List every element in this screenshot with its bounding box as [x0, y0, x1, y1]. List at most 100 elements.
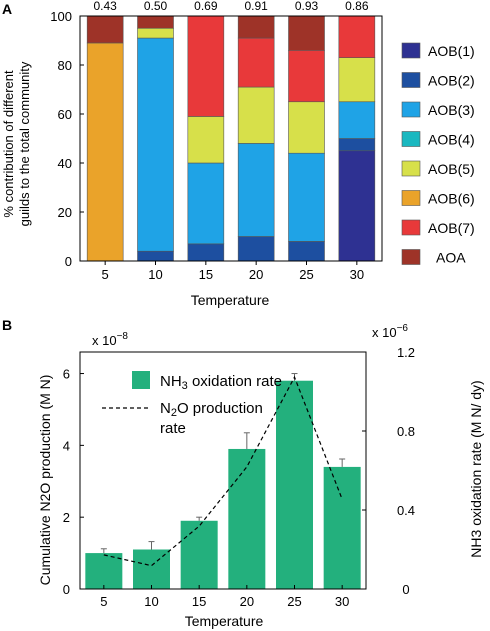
legend-label-aob1: AOB(1) [428, 43, 475, 59]
left-multiplier: x 10−8 [92, 331, 128, 348]
bar-segment-aob7-25 [288, 49, 325, 103]
bar-segment-aoa-10 [137, 15, 174, 29]
x-tick-label-15: 15 [199, 267, 213, 282]
legend-label-aob2: AOB(2) [428, 73, 475, 89]
bar-segment-aob3-20 [237, 143, 275, 237]
y-tick-label-0: 0 [65, 254, 72, 269]
bar-segment-aob3-10 [137, 37, 174, 252]
legend-label-aob5: AOB(5) [428, 161, 475, 177]
bar-segment-aob2-25 [288, 241, 325, 262]
legend-swatch-aob7 [401, 219, 421, 236]
legend-swatch-aob2 [401, 72, 421, 88]
nh3-bar-5 [85, 553, 123, 589]
panel-a-frame [79, 15, 383, 262]
x-tick-label-30: 30 [335, 594, 349, 609]
x-tick-label-20: 20 [249, 267, 263, 282]
bar-segment-aob5-10 [137, 27, 174, 39]
legend-label-aob6: AOB(6) [428, 191, 475, 207]
legend-swatch-aob3 [401, 101, 421, 118]
y-tick-label-80: 80 [58, 58, 72, 73]
top-label-30: 0.86 [345, 0, 369, 13]
panel-b-ylabel-left: Cumulative N2O production (M N) [37, 375, 53, 586]
x-tick-label-30: 30 [350, 267, 364, 282]
right-multiplier: x 10−6 [372, 323, 408, 340]
y-tick-label-0: 0 [63, 582, 70, 597]
y2-tick-label-0.8: 0.8 [397, 424, 415, 439]
top-label-10: 0.50 [144, 0, 168, 13]
nh3-bar-15 [180, 520, 218, 589]
bar-segment-aob5-25 [288, 101, 325, 154]
bar-segment-aob2-10 [137, 250, 174, 262]
legend-swatch-bar [132, 371, 150, 389]
x-tick-label-15: 15 [192, 594, 206, 609]
panel-b-xlabel: Temperature [185, 613, 264, 629]
panel-b-label: B [2, 317, 12, 333]
x-tick-label-5: 5 [102, 267, 109, 282]
nh3-bar-30 [323, 466, 361, 589]
x-tick-label-5: 5 [100, 594, 107, 609]
bar-segment-aob5-30 [338, 57, 376, 103]
bar-segment-aob3-15 [187, 162, 225, 245]
x-tick-label-10: 10 [148, 267, 162, 282]
top-label-25: 0.93 [295, 0, 319, 13]
y2-tick-label-0.4: 0.4 [397, 503, 415, 518]
y-tick-label-2: 2 [63, 510, 70, 525]
bar-segment-aob5-15 [187, 116, 225, 164]
legend-label-line: N2O production [160, 400, 263, 419]
legend-swatch-aob6 [401, 190, 421, 206]
x-tick-label-25: 25 [299, 267, 313, 282]
bar-segment-aob6-5 [86, 42, 124, 262]
bar-segment-aob7-20 [237, 37, 275, 88]
legend-label-aob3: AOB(3) [428, 102, 475, 118]
panel-a-bars: 0.43 0.50 0.69 0.91 0.93 0.86 [86, 0, 376, 262]
panel-a-xlabel: Temperature [191, 292, 270, 308]
top-label-20: 0.91 [244, 0, 268, 13]
legend-label-aob7: AOB(7) [428, 220, 475, 236]
legend-label-line-wrap: rate [160, 420, 186, 437]
panel-a-ylabel-line2: guilds to the total community [17, 61, 32, 226]
top-label-15: 0.69 [194, 0, 218, 13]
y-tick-label-6: 6 [63, 367, 70, 382]
panel-a-axes: 5 10 15 20 25 30 0 20 40 60 80 100 [50, 9, 383, 282]
legend-swatch-aob4 [401, 131, 421, 147]
bar-segment-aoa-25 [288, 15, 325, 51]
panel-b-frame [79, 351, 367, 590]
bar-segment-aoa-5 [86, 15, 124, 44]
bar-segment-aob7-15 [187, 15, 225, 117]
y2-tick-label-1.2: 1.2 [397, 345, 415, 360]
nh3-bar-25 [276, 380, 313, 589]
x-tick-label-10: 10 [144, 594, 158, 609]
bar-segment-aob2-30 [338, 138, 376, 152]
bar-segment-aob5-20 [237, 86, 275, 144]
legend-label-aoa: AOA [436, 250, 466, 266]
panel-b: B x 10−8 x 10−6 5 10 15 20 25 30 0 2 4 6 0 0.4 0.8 1.… [2, 317, 484, 629]
y-tick-label-4: 4 [63, 438, 70, 453]
y-tick-label-40: 40 [58, 156, 72, 171]
bar-segment-aob3-25 [288, 152, 325, 242]
panel-a-ylabel: % contribution of different [1, 70, 16, 218]
bar-segment-aob1-30 [338, 150, 376, 262]
legend-swatch-aoa [401, 249, 421, 265]
x-tick-label-25: 25 [287, 594, 301, 609]
panel-a-legend: AOB(1) AOB(2) AOB(3) AOB(4) AOB(5) AOB(6) AOB(… [401, 42, 475, 266]
x-tick-label-20: 20 [240, 594, 254, 609]
y-tick-label-20: 20 [58, 205, 72, 220]
nh3-bar-20 [228, 448, 266, 589]
legend-swatch-aob1 [401, 42, 421, 59]
panel-b-legend: NH3 oxidation rate N2O production rate [102, 371, 282, 437]
legend-label-bar: NH3 oxidation rate [160, 373, 282, 392]
top-label-5: 0.43 [93, 0, 117, 13]
y2-tick-label-0: 0 [402, 582, 409, 597]
bar-segment-aob2-20 [237, 236, 275, 262]
bar-segment-aob2-15 [187, 243, 225, 262]
bar-segment-aob3-30 [338, 101, 376, 139]
y-tick-label-100: 100 [50, 9, 72, 24]
y-tick-label-60: 60 [58, 107, 72, 122]
bar-segment-aoa-20 [237, 15, 275, 39]
n2o-production-line [103, 375, 343, 567]
panel-a-label: A [2, 1, 12, 17]
panel-a: A 0.43 0.50 0.69 0.91 0.93 0.86 5 10 15 20 25 30 0 2… [1, 0, 475, 308]
panel-b-plot [85, 373, 361, 589]
legend-label-aob4: AOB(4) [428, 132, 475, 148]
panel-b-ylabel-right: NH3 oxidation rate (M N/ dy) [468, 380, 484, 557]
